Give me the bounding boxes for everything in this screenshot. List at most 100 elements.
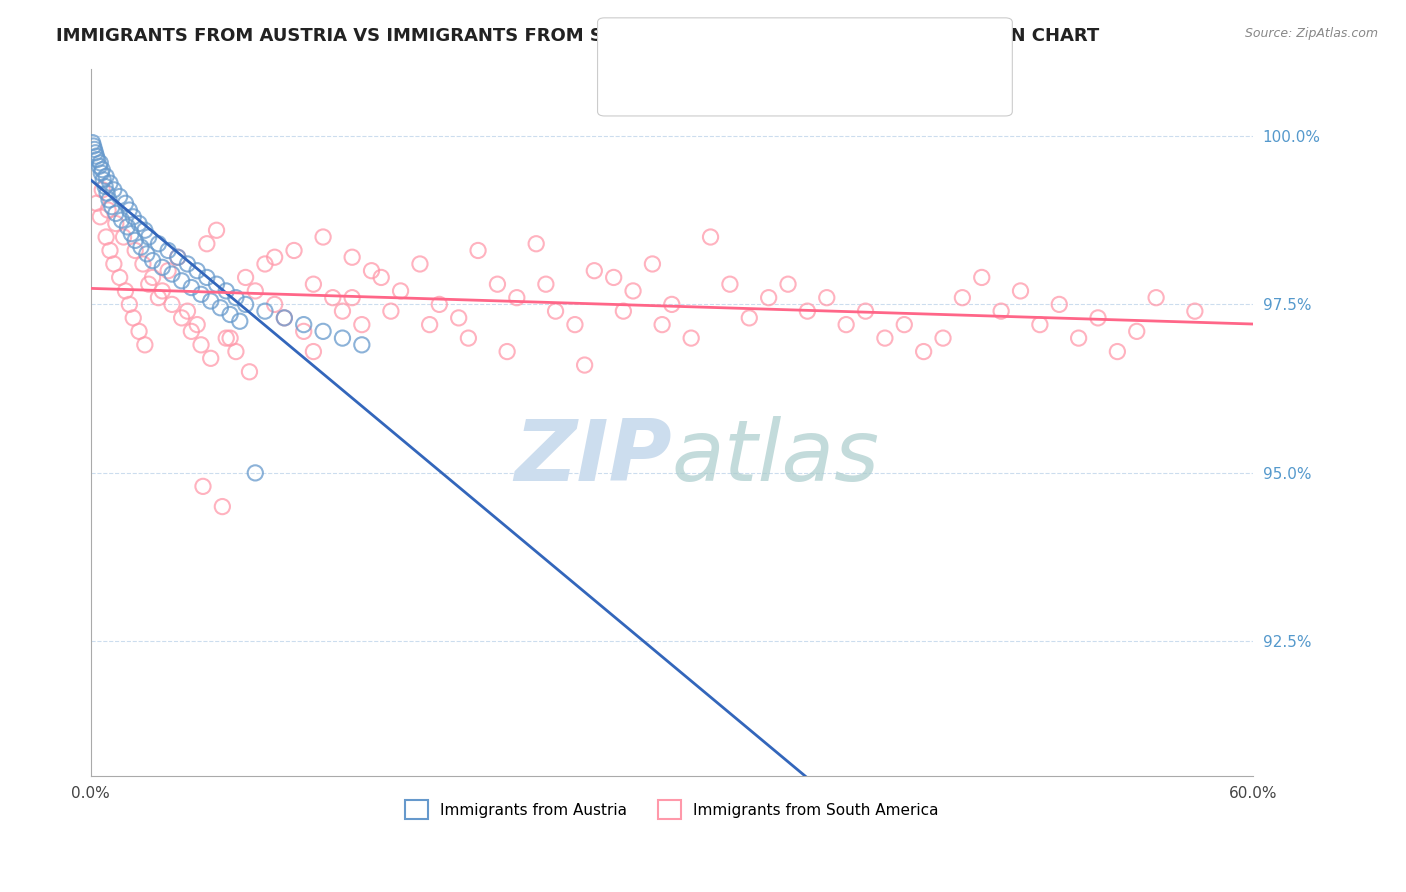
Point <box>215 331 238 345</box>
Point <box>1144 291 1167 305</box>
Point <box>134 338 156 352</box>
Point <box>564 318 586 332</box>
Point <box>117 219 139 234</box>
Point <box>215 284 238 298</box>
Point <box>205 223 228 237</box>
Point <box>253 257 276 271</box>
Point <box>124 233 146 247</box>
Point <box>180 280 202 294</box>
Point <box>122 310 145 325</box>
Text: IMMIGRANTS FROM AUSTRIA VS IMMIGRANTS FROM SOUTH AMERICA 1ST GRADE CORRELATION C: IMMIGRANTS FROM AUSTRIA VS IMMIGRANTS FR… <box>56 27 1099 45</box>
Point <box>457 331 479 345</box>
Point <box>873 331 896 345</box>
Point <box>94 230 117 244</box>
Point <box>322 291 344 305</box>
Point <box>970 270 993 285</box>
Point <box>89 156 111 170</box>
Point <box>263 250 285 264</box>
Point <box>574 358 596 372</box>
Point <box>195 236 218 251</box>
Point <box>148 291 170 305</box>
Point <box>524 236 547 251</box>
Point <box>91 162 114 177</box>
Point <box>235 297 257 311</box>
Point <box>340 250 363 264</box>
Point <box>738 310 761 325</box>
Point <box>142 270 165 285</box>
Point <box>83 139 105 153</box>
Point <box>1107 344 1129 359</box>
Point <box>190 287 212 301</box>
Point <box>815 291 838 305</box>
Point <box>132 257 155 271</box>
Point <box>166 250 188 264</box>
Point <box>835 318 858 332</box>
Point <box>661 297 683 311</box>
Point <box>534 277 557 292</box>
Point <box>180 324 202 338</box>
Point <box>496 344 519 359</box>
Point <box>91 172 114 186</box>
Point <box>219 331 242 345</box>
Point <box>170 274 193 288</box>
Point <box>138 230 160 244</box>
Point <box>544 304 567 318</box>
Point <box>98 193 121 207</box>
Point <box>699 230 721 244</box>
Point <box>292 324 315 338</box>
Point <box>332 331 354 345</box>
Point <box>427 297 450 311</box>
Point <box>409 257 432 271</box>
Point <box>91 183 114 197</box>
Point <box>370 270 392 285</box>
Text: ■: ■ <box>630 37 651 56</box>
Point <box>82 136 104 150</box>
Point <box>238 365 260 379</box>
Point <box>796 304 818 318</box>
Point <box>191 479 214 493</box>
Point <box>990 304 1012 318</box>
Point <box>651 318 673 332</box>
Point <box>235 270 257 285</box>
Point <box>292 318 315 332</box>
Point <box>302 277 325 292</box>
Point <box>129 240 152 254</box>
Point <box>486 277 509 292</box>
Point <box>312 230 335 244</box>
Point <box>128 324 150 338</box>
Point <box>855 304 877 318</box>
Point <box>681 331 703 345</box>
Point <box>350 338 373 352</box>
Point <box>758 291 780 305</box>
Point <box>273 310 295 325</box>
Point <box>225 291 247 305</box>
Point <box>893 318 915 332</box>
Point <box>186 263 208 277</box>
Point <box>103 183 125 197</box>
Point <box>98 244 121 258</box>
Point <box>612 304 634 318</box>
Point <box>332 304 354 318</box>
Point <box>245 284 267 298</box>
Point <box>170 310 193 325</box>
Point <box>176 257 198 271</box>
Point <box>84 145 107 160</box>
Point <box>118 202 141 217</box>
Point <box>94 179 117 194</box>
Text: atlas: atlas <box>672 417 880 500</box>
Point <box>160 267 183 281</box>
Point <box>138 277 160 292</box>
Point <box>108 189 131 203</box>
Point <box>419 318 441 332</box>
Point <box>94 169 117 184</box>
Point <box>150 260 173 275</box>
Point <box>1010 284 1032 298</box>
Point <box>263 297 285 311</box>
Point <box>89 210 111 224</box>
Point <box>302 344 325 359</box>
Point <box>195 270 218 285</box>
Point <box>1125 324 1147 338</box>
Point <box>114 196 136 211</box>
Point <box>83 142 105 156</box>
Point <box>150 284 173 298</box>
